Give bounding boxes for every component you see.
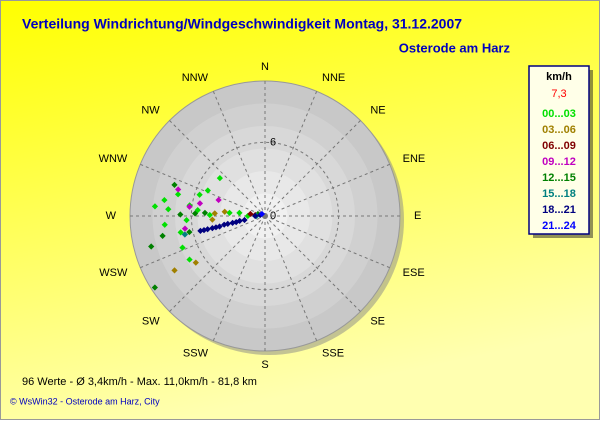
- spoke: [264, 163, 390, 217]
- data-point: [216, 223, 223, 230]
- data-point: [241, 216, 248, 224]
- direction-label: SW: [142, 315, 160, 327]
- legend-label: 15...18: [542, 188, 576, 200]
- spoke: [264, 215, 390, 269]
- spoke: [264, 215, 318, 341]
- legend-value: 7,3: [551, 88, 566, 100]
- r-tick-label: 6: [270, 136, 276, 148]
- data-point: [215, 196, 222, 204]
- spoke: [169, 120, 266, 217]
- data-point: [247, 210, 254, 218]
- data-point: [186, 228, 193, 236]
- spoke: [212, 91, 266, 217]
- footer-stats: 96 Werte - Ø 3,4km/h - Max. 11,0km/h - 8…: [22, 376, 257, 388]
- legend-label: 21...24: [542, 220, 577, 232]
- direction-label: ESE: [403, 267, 425, 279]
- data-point: [221, 208, 228, 215]
- direction-label: NNE: [322, 72, 345, 84]
- direction-label: SE: [370, 315, 385, 327]
- spoke: [169, 215, 266, 312]
- data-point: [201, 209, 209, 216]
- direction-label: E: [414, 210, 421, 222]
- legend-label: 06...09: [542, 140, 576, 152]
- data-point: [196, 200, 204, 207]
- legend-box: [528, 65, 590, 235]
- data-point: [186, 203, 193, 210]
- legend-label: 18...21: [542, 204, 576, 216]
- data-point: [196, 191, 203, 198]
- direction-label: SSE: [322, 348, 344, 360]
- data-point: [226, 209, 233, 217]
- data-point: [159, 232, 166, 240]
- chart-title: Verteilung Windrichtung/Windgeschwindigk…: [22, 16, 462, 32]
- data-point: [211, 210, 218, 217]
- data-point: [161, 196, 168, 204]
- data-point: [165, 206, 172, 213]
- spoke: [212, 215, 266, 341]
- direction-label: WSW: [99, 267, 128, 279]
- data-point: [204, 226, 211, 233]
- spoke: [264, 120, 361, 217]
- direction-label: NNW: [182, 72, 209, 84]
- direction-label: NW: [141, 105, 160, 117]
- data-point: [181, 231, 188, 238]
- spoke: [140, 215, 266, 269]
- direction-label: SSW: [183, 348, 209, 360]
- spoke: [264, 91, 318, 217]
- data-point: [204, 187, 211, 194]
- legend-label: 00...03: [542, 108, 576, 120]
- legend-title: km/h: [546, 71, 572, 83]
- legend-label: 03...06: [542, 124, 576, 136]
- legend-label: 09...12: [542, 156, 576, 168]
- direction-label: W: [106, 210, 117, 222]
- data-point: [177, 229, 184, 236]
- direction-label: NE: [370, 105, 385, 117]
- data-point: [171, 181, 178, 188]
- spoke: [140, 163, 266, 217]
- chart-subtitle: Osterode am Harz: [399, 40, 511, 55]
- data-point: [181, 225, 189, 232]
- legend-label: 12...15: [542, 172, 576, 184]
- direction-label: N: [261, 61, 269, 73]
- footer-credit: © WsWin32 - Osterode am Harz, City: [10, 396, 160, 406]
- direction-label: S: [261, 359, 268, 371]
- direction-label: ENE: [403, 153, 426, 165]
- direction-label: WNW: [99, 153, 128, 165]
- data-point: [224, 220, 231, 228]
- data-point: [236, 217, 243, 225]
- spoke: [264, 215, 361, 312]
